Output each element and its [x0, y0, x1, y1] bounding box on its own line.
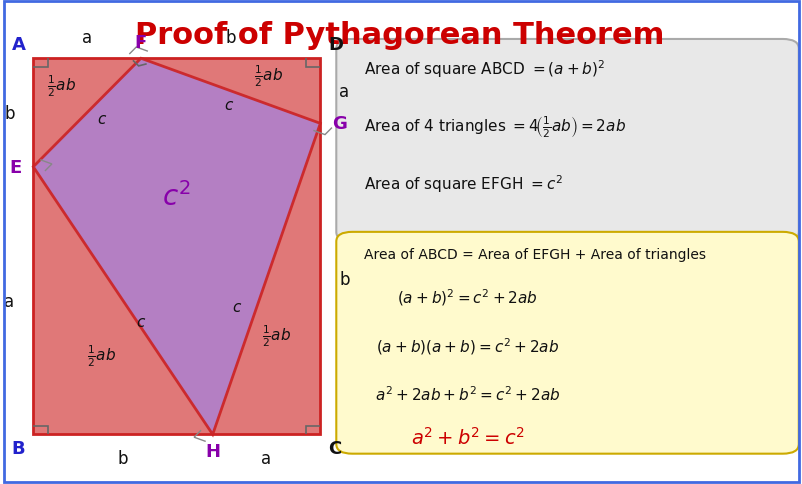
Text: $\frac{1}{2}ab$: $\frac{1}{2}ab$	[87, 342, 115, 368]
Text: c: c	[225, 97, 233, 112]
Text: B: B	[12, 439, 26, 457]
Text: G: G	[332, 115, 346, 133]
FancyBboxPatch shape	[336, 40, 798, 242]
Text: b: b	[225, 29, 236, 47]
Text: A: A	[11, 36, 26, 54]
Text: b: b	[118, 449, 128, 467]
Polygon shape	[33, 59, 320, 435]
Text: H: H	[205, 442, 220, 460]
Text: c: c	[97, 112, 105, 127]
Text: E: E	[9, 158, 22, 176]
Text: $a^2 + b^2 = c^2$: $a^2 + b^2 = c^2$	[411, 426, 525, 448]
Text: D: D	[328, 36, 343, 54]
Text: $(a+b)(a+b) = c^2 + 2ab$: $(a+b)(a+b) = c^2 + 2ab$	[376, 335, 559, 356]
FancyBboxPatch shape	[336, 232, 798, 454]
Text: F: F	[135, 34, 147, 52]
Text: C: C	[328, 439, 341, 457]
Text: Area of 4 triangles $= 4\!\left(\frac{1}{2}ab\right) = 2ab$: Area of 4 triangles $= 4\!\left(\frac{1}…	[364, 114, 626, 139]
Text: $\frac{1}{2}ab$: $\frac{1}{2}ab$	[47, 73, 75, 98]
Text: a: a	[261, 449, 271, 467]
Text: a: a	[82, 29, 92, 47]
Text: c: c	[136, 314, 145, 329]
Text: $c^2$: $c^2$	[162, 182, 191, 211]
Text: b: b	[4, 104, 14, 122]
Text: b: b	[338, 270, 349, 288]
Text: $a^2 + 2ab + b^2 = c^2 + 2ab$: $a^2 + 2ab + b^2 = c^2 + 2ab$	[375, 384, 560, 403]
Text: a: a	[4, 292, 14, 310]
Polygon shape	[33, 59, 320, 435]
Text: $(a+b)^2 = c^2 + 2ab$: $(a+b)^2 = c^2 + 2ab$	[397, 287, 537, 308]
Text: Area of square ABCD $= (a+b)^2$: Area of square ABCD $= (a+b)^2$	[364, 58, 605, 79]
Text: $\frac{1}{2}ab$: $\frac{1}{2}ab$	[261, 323, 290, 348]
Text: a: a	[338, 83, 349, 101]
Text: Area of ABCD = Area of EFGH + Area of triangles: Area of ABCD = Area of EFGH + Area of tr…	[364, 247, 705, 261]
Text: Area of square EFGH $= c^2$: Area of square EFGH $= c^2$	[364, 173, 562, 195]
Text: $\frac{1}{2}ab$: $\frac{1}{2}ab$	[253, 63, 282, 89]
Text: Proof of Pythagorean Theorem: Proof of Pythagorean Theorem	[136, 21, 664, 49]
Text: c: c	[232, 300, 241, 315]
